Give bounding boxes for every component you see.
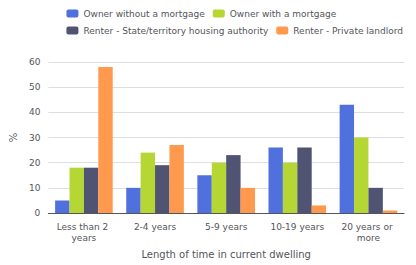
svg-text:0: 0 — [35, 208, 41, 218]
svg-text:%: % — [8, 133, 19, 143]
svg-text:10-19 years: 10-19 years — [270, 222, 324, 232]
svg-text:years: years — [72, 233, 97, 243]
svg-text:20: 20 — [29, 158, 41, 168]
svg-text:Renter - State/territory housi: Renter - State/territory housing authori… — [83, 26, 268, 36]
svg-text:Renter - Private landlord: Renter - Private landlord — [293, 26, 403, 36]
svg-text:Owner with a mortgage: Owner with a mortgage — [230, 9, 337, 19]
svg-text:60: 60 — [29, 57, 41, 67]
svg-text:2-4 years: 2-4 years — [134, 222, 177, 232]
svg-text:5-9 years: 5-9 years — [205, 222, 248, 232]
svg-text:50: 50 — [29, 82, 41, 92]
svg-text:Owner without a mortgage: Owner without a mortgage — [83, 9, 205, 19]
svg-text:20 years or: 20 years or — [341, 222, 395, 232]
svg-text:more: more — [357, 233, 381, 243]
svg-text:40: 40 — [29, 107, 41, 117]
svg-text:Length of time in current dwel: Length of time in current dwelling — [141, 249, 311, 260]
svg-text:30: 30 — [29, 133, 41, 143]
svg-text:10: 10 — [29, 183, 41, 193]
svg-text:Less than 2: Less than 2 — [57, 222, 112, 232]
